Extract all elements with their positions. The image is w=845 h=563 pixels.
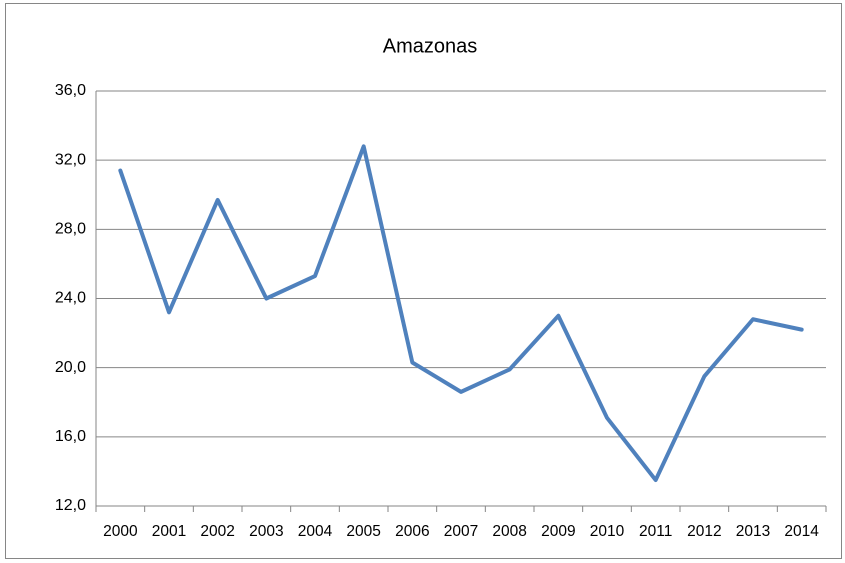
x-tick-label: 2002 (200, 523, 234, 540)
x-tick-label: 2005 (346, 523, 380, 540)
x-tick-label: 2011 (639, 523, 672, 540)
x-tick-label: 2000 (103, 523, 138, 540)
y-tick-label: 12,0 (55, 497, 86, 514)
y-tick-label: 36,0 (55, 82, 86, 99)
x-tick-label: 2014 (784, 523, 819, 540)
x-tick-label: 2008 (492, 523, 526, 540)
x-tick-label: 2004 (298, 523, 333, 540)
x-tick-label: 2003 (249, 523, 283, 540)
chart-title: Amazonas (383, 35, 478, 57)
data-line (118, 144, 804, 483)
y-tick-label: 16,0 (55, 428, 86, 445)
x-tick-label: 2006 (395, 523, 429, 540)
y-tick-label: 28,0 (55, 221, 86, 238)
x-tick-label: 2012 (687, 523, 721, 540)
x-tick-label: 2009 (541, 523, 575, 540)
x-tick-label: 2007 (444, 523, 478, 540)
x-tick-label: 2001 (152, 523, 186, 540)
y-tick-label: 20,0 (55, 359, 86, 376)
y-tick-label: 32,0 (55, 151, 86, 168)
chart-frame (5, 3, 842, 559)
y-tick-label: 24,0 (55, 290, 86, 307)
x-tick-label: 2010 (590, 523, 625, 540)
x-tick-label: 2013 (736, 523, 770, 540)
